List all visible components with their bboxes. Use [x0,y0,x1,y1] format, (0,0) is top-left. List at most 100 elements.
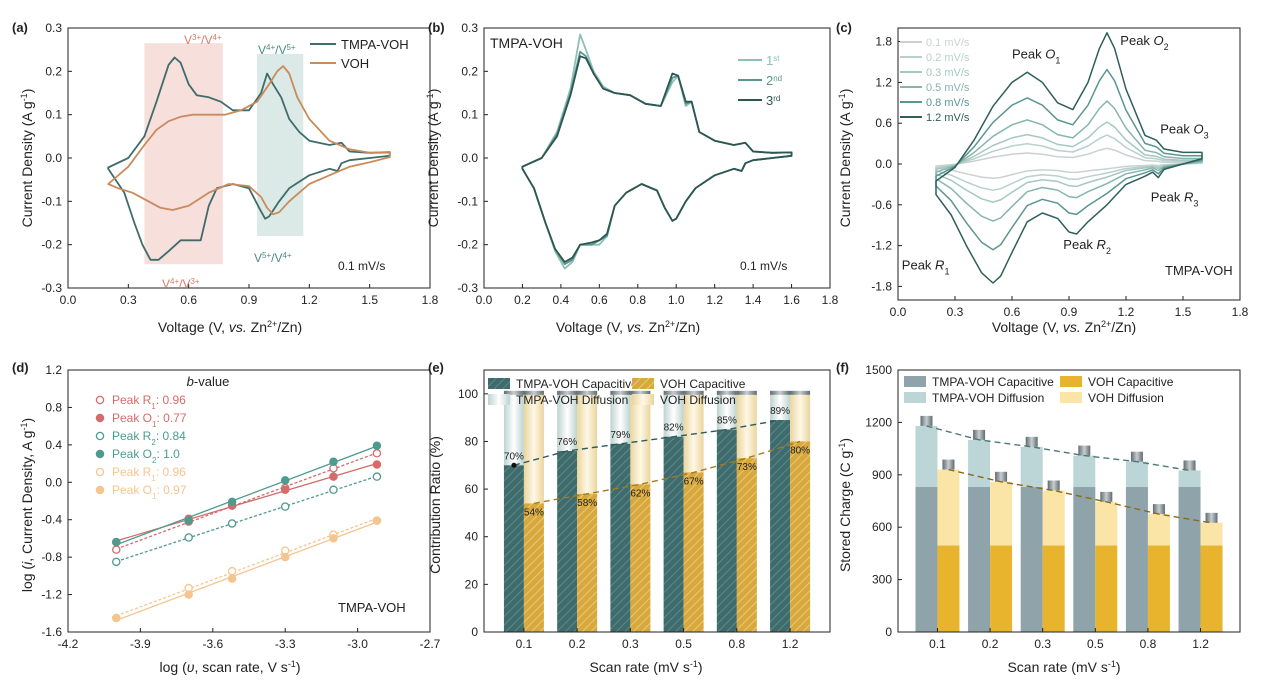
e-label-voh: 54% [524,507,544,518]
b-title: TMPA-VOH [490,35,563,51]
e-bar-voh-diffusion [577,393,598,494]
d-fit-line [116,475,378,563]
e-label-tmpa: 82% [664,423,684,434]
c-peak-sub: 1 [1055,56,1060,66]
c-legend-label: 0.8 mV/s [926,97,970,109]
a-curve-voh [107,65,391,216]
e-bar-tmpa-diffusion [770,393,791,421]
e-label-voh: 67% [684,476,704,487]
d-legend-marker [95,449,105,459]
c-peak-label: Peak R3 [1151,189,1199,208]
d-legend-pre: Peak O [112,447,152,461]
e-ytick-label: 60 [465,482,479,496]
d-legend-pre: Peak O [112,483,152,497]
c-peak-sub: 3 [1193,198,1198,208]
d-xtick-label: -3.0 [347,637,368,651]
d-legend-label: Peak O2: 1.0 [112,447,180,465]
c-ytick-label: 0.6 [875,116,892,130]
e-label-tmpa: 70% [504,451,524,462]
d-ytick-label: -1.6 [41,625,62,639]
d-legend-marker [95,413,105,423]
e-legend-swatch [632,378,654,389]
panel-c: (c) 0.0 0.3 0.6 0.9 1.2 1.5 1.8-1.8-1.2-0.60.0… [836,20,1249,335]
f-axes: 0.1 0.2 0.3 0.5 0.8 1.2 0 300 600 900 1200 1500 [865,363,1241,651]
b-legend-label: 2nd [766,73,782,88]
e-legend-label: TMPA-VOH Diffusion [516,393,628,407]
e-ytick-label: 0 [471,625,478,639]
d-point [372,472,382,481]
e-legend: TMPA-VOH Capacitive VOH Capacitive TMPA-VO… [488,377,746,407]
e-xtick-label: 0.5 [675,637,692,651]
a-label-red-top: V3+/V4+ [184,33,222,48]
b-axes: 0.0 0.2 0.4 0.6 0.8 1.0 1.2 1.4 1.6 1.8 -0.3 -0.2 -0… [457,21,838,307]
d-xtick-label: -2.7 [420,637,441,651]
f-bar-voh-capacitive [1042,545,1065,632]
a-ytick-label: 0.1 [45,108,62,122]
b-xtick-label: 1.8 [822,293,839,307]
e-bar-voh-capacitive [577,493,598,632]
a-label-teal-bottom: V5+/V4+ [254,251,292,266]
panel-f: (f) 0.1 0.2 0.3 0.5 0.8 1.2 0 300 600 900 1200 1500… [836,360,1241,675]
e-axes: 0.1 0.2 0.3 0.5 0.8 1.2 0 20 40 60 80 100 [458,369,831,651]
b-ytick-label: 0.1 [461,108,478,122]
f-bar-tmpa-capacitive [968,487,991,632]
e-bar-tmpa-diffusion [503,393,524,466]
c-peak-label: Peak O1 [1012,47,1060,66]
e-bar-voh-capacitive [790,441,811,632]
d-axes: -4.2 -3.9 -3.6 -3.3 -3.0 -2.7 -1.6 -1.2 -0.8 -0.4… [41,363,440,651]
f-bar-voh-capacitive [937,545,960,632]
c-ytick-label: 0.0 [875,157,892,171]
c-ytick-label: -1.8 [871,279,892,293]
c-xtick-label: 1.8 [1232,305,1249,319]
f-bar-error [1025,436,1038,447]
d-point [112,537,121,547]
b-legend-num: 1 [766,53,773,68]
a-xtick-label: 1.8 [422,293,439,307]
f-frame [897,369,1241,633]
e-bar-cap [503,390,524,395]
a-xtick-label: 0.9 [241,293,258,307]
b-legend-sup: nd [773,74,782,83]
c-legend-label: 0.5 mV/s [926,82,970,94]
b-ylabel: Current Density (A g-1) [425,89,441,228]
d-point [227,497,237,507]
f-bar-tmpa-capacitive [1020,487,1043,632]
c-legend: 0.1 mV/s 0.2 mV/s 0.3 mV/s 0.5 mV/s 0.8 mV/s… [900,37,970,124]
f-bar-voh-diffusion [990,481,1013,546]
a-curve-tmpa [107,56,391,261]
b-xtick-label: 1.0 [668,293,685,307]
e-ytick-label: 100 [458,387,478,401]
b-xtick-label: 1.2 [706,293,723,307]
f-xtick-label: 0.5 [1087,637,1104,651]
d-point [227,574,237,583]
e-bar-tmpa-diffusion [610,393,631,444]
f-bar-voh-diffusion [1042,490,1065,546]
b-legend-sup: rd [773,94,780,103]
c-peak-pre: Peak [1063,237,1096,252]
f-bar-error [1047,480,1060,491]
e-label-voh: 80% [790,445,810,456]
c-ytick-label: -0.6 [871,198,892,212]
e-bar-cap [577,390,598,395]
d-point [329,485,338,495]
c-ytick-label: -1.2 [871,239,892,253]
e-legend-label: VOH Capacitive [660,377,746,391]
a-label-red-bottom: V4+/V3+ [162,277,200,292]
b-legend-num: 2 [766,73,773,88]
d-ytick-label: -0.4 [41,513,62,527]
d-legend-value: : 0.97 [156,483,186,497]
d-xtick-label: -3.6 [202,637,223,651]
e-legend-swatch [488,378,510,389]
e-ylabel: Contribution Ratio (%) [427,436,443,574]
d-frame [67,369,431,633]
a-label-teal-top: V4+/V5+ [258,43,296,58]
b-xtick-label: 1.6 [783,293,800,307]
e-trend-tmpa [513,419,781,466]
f-xlabel: Scan rate (mV s-1) [1007,659,1120,675]
f-legend-label: TMPA-VOH Capacitive [932,375,1054,389]
b-xtick-label: 0.8 [629,293,646,307]
e-bar-tmpa-diffusion [557,393,578,451]
d-legend-value: : 1.0 [156,447,180,461]
panel-c-letter: (c) [836,20,852,35]
